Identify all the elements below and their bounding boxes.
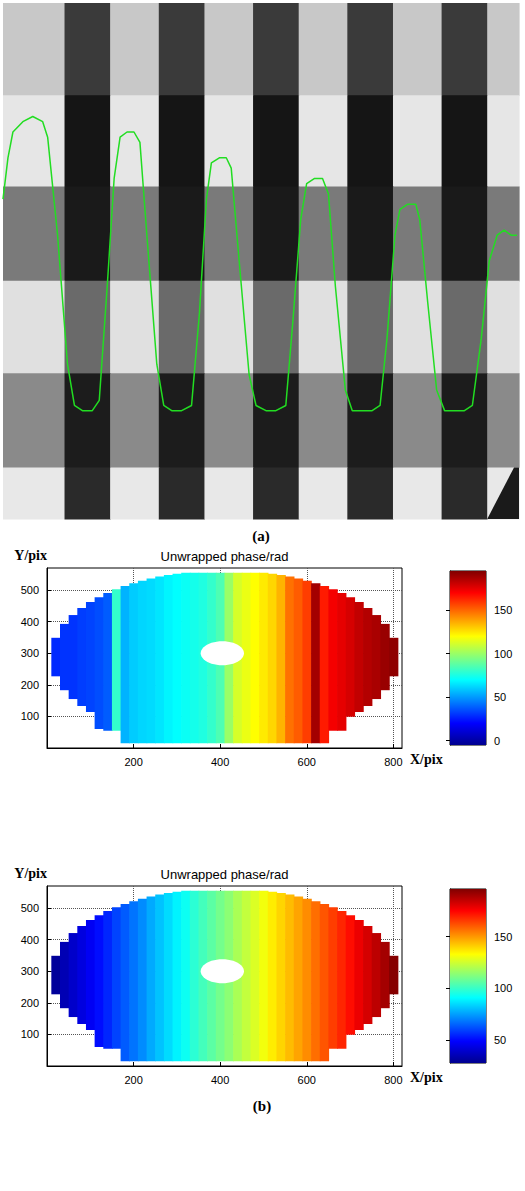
svg-text:(a): (a)	[252, 528, 270, 545]
svg-text:400: 400	[21, 616, 39, 628]
svg-text:500: 500	[21, 902, 39, 914]
svg-text:300: 300	[21, 965, 39, 977]
svg-text:200: 200	[21, 679, 39, 691]
svg-text:200: 200	[124, 1074, 142, 1086]
svg-text:(b): (b)	[253, 1098, 271, 1115]
svg-text:400: 400	[211, 756, 229, 768]
svg-text:X/pix: X/pix	[410, 1070, 443, 1085]
svg-text:0: 0	[494, 735, 500, 747]
svg-text:100: 100	[494, 648, 512, 660]
svg-text:500: 500	[21, 584, 39, 596]
svg-text:100: 100	[494, 982, 512, 994]
svg-text:150: 150	[494, 931, 512, 943]
svg-text:Unwrapped phase/rad: Unwrapped phase/rad	[161, 867, 289, 882]
svg-text:Y/pix: Y/pix	[14, 548, 47, 563]
svg-text:400: 400	[21, 934, 39, 946]
svg-text:100: 100	[21, 1028, 39, 1040]
svg-text:150: 150	[494, 604, 512, 616]
svg-text:X/pix: X/pix	[410, 752, 443, 767]
svg-text:Y/pix: Y/pix	[14, 866, 47, 881]
svg-text:50: 50	[494, 691, 506, 703]
svg-text:600: 600	[298, 1074, 316, 1086]
svg-text:300: 300	[21, 647, 39, 659]
svg-text:200: 200	[124, 756, 142, 768]
svg-text:Unwrapped phase/rad: Unwrapped phase/rad	[161, 549, 289, 564]
svg-text:800: 800	[384, 756, 402, 768]
svg-text:600: 600	[298, 756, 316, 768]
svg-text:200: 200	[21, 997, 39, 1009]
svg-text:800: 800	[384, 1074, 402, 1086]
svg-text:100: 100	[21, 710, 39, 722]
svg-text:400: 400	[211, 1074, 229, 1086]
svg-text:50: 50	[494, 1034, 506, 1046]
